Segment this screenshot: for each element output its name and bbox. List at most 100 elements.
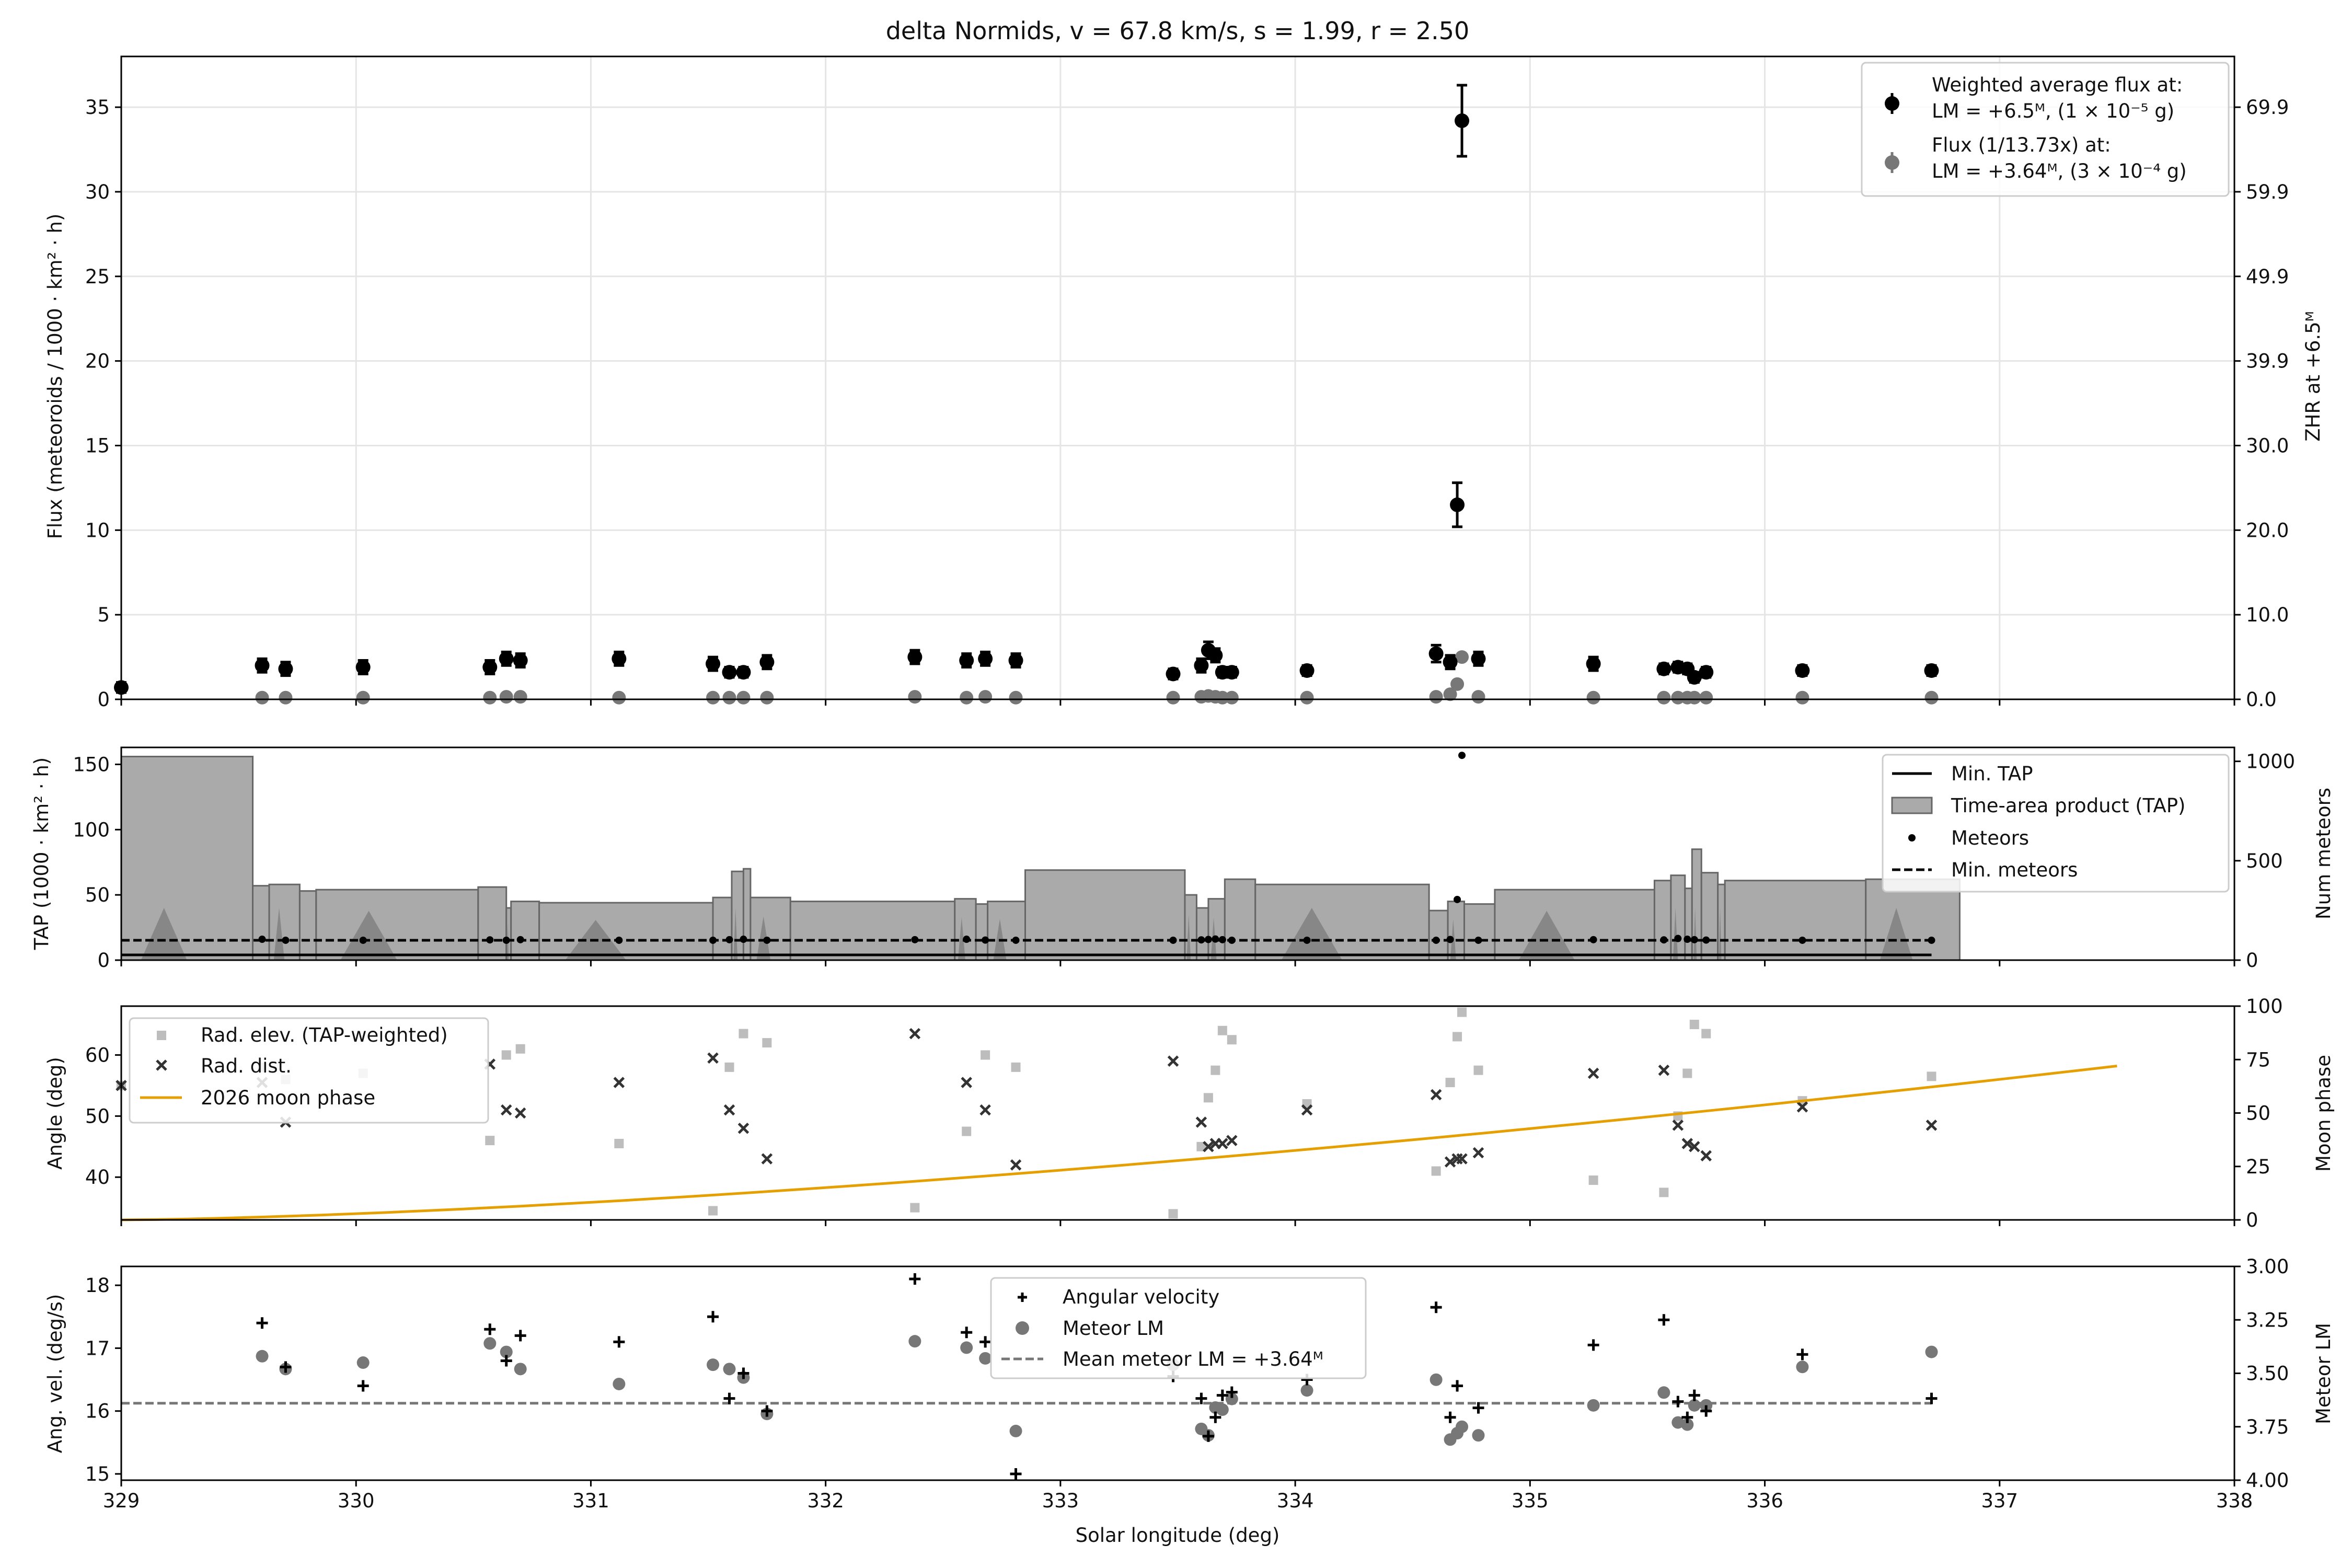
angles-y2-tick-label: 0 — [2246, 1209, 2258, 1231]
rad-elev-point — [1588, 1175, 1598, 1185]
ang-vel-point — [1216, 1389, 1228, 1401]
legend-label-scaled-flux-line2: LM = +3.64ᴹ, (3 × 10⁻⁴ g) — [1932, 160, 2187, 182]
rad-dist-point — [707, 1052, 719, 1064]
tap-block — [1670, 874, 1686, 961]
meteor-count-point — [1674, 935, 1682, 942]
weighted-flux-point — [1208, 647, 1223, 664]
tap-y2-tick-label: 1000 — [2246, 751, 2295, 773]
tap-block — [315, 889, 479, 961]
weighted-flux-point — [1455, 84, 1470, 158]
scaled-flux-point — [513, 690, 527, 704]
ang-vel-point — [1209, 1411, 1221, 1423]
meteor-count-point — [258, 936, 266, 943]
scaled-flux-point — [1924, 690, 1939, 705]
tap-detail-area — [1281, 908, 1342, 960]
meteor-count-point — [1458, 752, 1466, 759]
meteor-count-point — [963, 936, 971, 943]
rad-elev-point — [1227, 1035, 1237, 1045]
meteor-count-point — [1589, 936, 1597, 943]
rad-dist-point — [1672, 1120, 1684, 1131]
flux-y-label: Flux (meteoroids / 1000 · km² · h) — [44, 214, 66, 539]
flux-y-tick-label: 30 — [85, 181, 110, 203]
meteor-lm-point — [1009, 1424, 1022, 1437]
scaled-flux-point — [722, 690, 736, 705]
tap-block — [987, 901, 1027, 961]
scaled-flux-point — [1795, 690, 1809, 705]
meteor-lm-point — [960, 1341, 973, 1354]
ang-vel-point — [961, 1327, 973, 1339]
meteor-lm-point — [500, 1345, 513, 1358]
flux-panel: 0 5 10 15 20 25 30 35 0.0 10.0 20.0 30.0 39.9 49.9 59.… — [44, 55, 2324, 711]
velocity-x-tick-label: 332 — [807, 1490, 844, 1512]
velocity-x-tick-label: 338 — [2216, 1490, 2253, 1512]
velocity-y-tick-label: 17 — [85, 1337, 110, 1359]
meteor-lm-point — [1657, 1386, 1670, 1399]
meteor-lm-point — [908, 1335, 921, 1348]
ang-vel-point — [723, 1392, 735, 1404]
meteor-count-point — [1212, 935, 1219, 943]
flux-y-tick-label: 35 — [85, 96, 110, 119]
flux-y2-tick-label: 49.9 — [2246, 266, 2289, 288]
flux-y-tick-label: 20 — [85, 350, 110, 373]
rad-elev-point — [981, 1050, 990, 1060]
rad-dist-point — [1195, 1116, 1207, 1128]
flux-y2-tick-label: 69.9 — [2246, 96, 2289, 119]
weighted-flux-point — [482, 659, 498, 675]
legend-label-meteor-lm: Meteor LM — [1063, 1317, 1164, 1340]
meteor-count-point — [1432, 936, 1440, 944]
ang-vel-point — [1587, 1339, 1599, 1351]
ang-vel-point — [1226, 1386, 1238, 1398]
rad-elev-point — [1203, 1093, 1213, 1103]
tap-block — [120, 755, 254, 961]
scaled-flux-point — [1471, 690, 1485, 704]
velocity-y2-tick-label: 4.00 — [2246, 1469, 2289, 1492]
scaled-flux-point — [499, 690, 513, 704]
meteor-lm-point — [356, 1356, 370, 1369]
meteor-lm-point — [979, 1352, 992, 1365]
legend-label-rad-dist: Rad. dist. — [201, 1055, 292, 1077]
num-meteors-y2-label: Num meteors — [2312, 788, 2335, 919]
rad-elev-point — [724, 1062, 734, 1072]
ang-vel-point — [1195, 1392, 1207, 1404]
ang-vel-point — [1472, 1402, 1484, 1414]
angles-y2-tick-label: 100 — [2246, 995, 2283, 1018]
meteor-count-point — [1684, 936, 1691, 943]
scaled-flux-point — [356, 690, 370, 705]
velocity-x-tick-label: 337 — [1981, 1490, 2018, 1512]
rad-dist-point — [613, 1077, 625, 1088]
meteor-count-point — [1197, 936, 1205, 944]
rad-dist-point — [737, 1122, 750, 1134]
velocity-x-tick-label: 335 — [1512, 1490, 1549, 1512]
meteor-count-point — [1454, 895, 1461, 903]
velocity-x-tick-label: 329 — [103, 1490, 140, 1512]
tap-block — [742, 868, 752, 961]
tap-y-tick-label: 100 — [73, 818, 110, 841]
tap-detail-area — [756, 916, 771, 960]
rad-dist-point — [761, 1153, 773, 1165]
tap-legend: Min. TAP Time-area product (TAP) Meteors… — [1882, 754, 2230, 893]
legend-swatch-tap — [1891, 797, 1933, 814]
chart-title: delta Normids, v = 67.8 km/s, s = 1.99, … — [886, 17, 1470, 45]
meteor-lm-point — [707, 1358, 720, 1371]
tap-y-tick-label: 150 — [73, 753, 110, 776]
rad-dist-point — [1681, 1138, 1693, 1149]
meteor-lm-point — [514, 1363, 527, 1376]
rad-dist-point — [1700, 1150, 1712, 1162]
angles-y2-tick-label: 75 — [2246, 1048, 2270, 1071]
weighted-flux-point — [1795, 663, 1810, 678]
tap-block — [252, 885, 270, 961]
tap-block — [1195, 907, 1209, 961]
weighted-flux-point — [907, 649, 923, 665]
tap-block — [750, 896, 791, 961]
rad-dist-point — [1472, 1147, 1484, 1159]
flux-y-tick-label: 25 — [85, 266, 110, 288]
meteor-lm-point — [1681, 1418, 1694, 1431]
meteor-count-point — [911, 936, 919, 943]
velocity-y-tick-label: 16 — [85, 1400, 110, 1423]
tap-detail-area — [1719, 908, 1722, 960]
flux-y-tick-label: 5 — [97, 604, 110, 626]
weighted-flux-point — [1699, 665, 1714, 680]
weighted-flux-point — [1224, 665, 1239, 680]
